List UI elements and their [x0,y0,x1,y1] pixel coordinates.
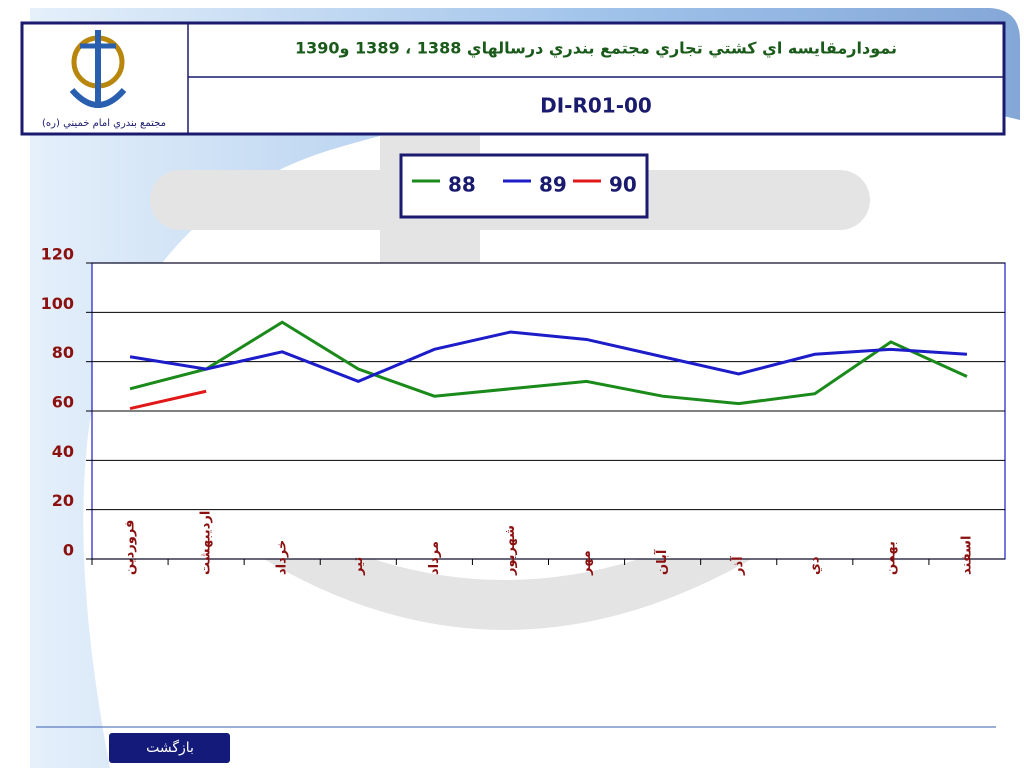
series-line [129,320,968,406]
y-tick-label: 100 [41,294,74,313]
y-tick-label: 80 [52,343,74,362]
x-tick-label: مرداد [427,541,442,575]
legend-label: 89 [539,173,567,197]
x-tick-label: بهمن [883,541,898,575]
header-box [20,21,1006,136]
series-line [129,389,207,410]
x-tick-label: آذر [729,556,746,576]
back-button-label[interactable]: بازگشت [146,739,194,756]
x-tick-label: شهريور [503,525,518,576]
series-line [129,330,968,384]
legend-label: 90 [609,173,637,197]
document-code: DI-R01-00 [540,94,652,118]
x-tick-label: خرداد [275,540,290,575]
legend-box [399,153,649,219]
x-tick-label: مهر [579,550,594,576]
y-tick-label: 40 [52,442,74,461]
back-button[interactable] [109,733,230,763]
legend-label: 88 [448,173,476,197]
y-tick-label: 20 [52,491,74,510]
x-tick-label: دي [807,556,822,575]
x-tick-label: اسفند [959,536,974,575]
y-tick-label: 0 [63,541,74,560]
x-tick-label: ارديبهشت [199,511,214,575]
y-tick-label: 120 [41,245,74,264]
logo [69,30,127,108]
x-tick-label: تير [351,557,366,576]
slide-title: نمودارمقايسه اي كشتي تجاري مجتمع بندري د… [295,39,897,59]
y-tick-label: 60 [52,393,74,412]
logo-caption: مجتمع بندري امام خميني (ره) [42,118,166,129]
x-tick-label: فروردين [123,520,138,575]
x-tick-label: آبان [653,549,670,575]
